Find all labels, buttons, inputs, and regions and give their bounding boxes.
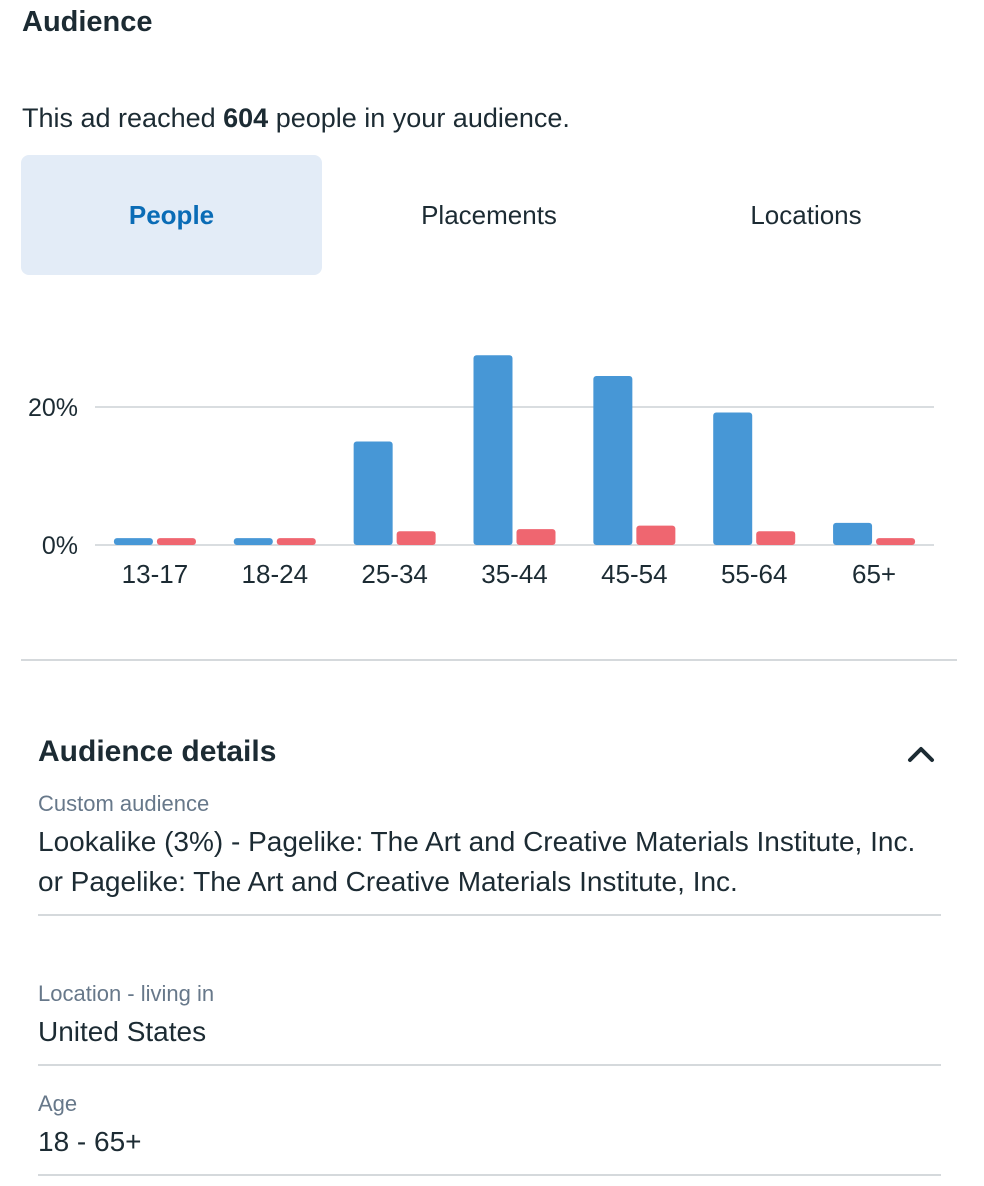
section-divider <box>21 659 957 661</box>
location-value: United States <box>38 1016 207 1047</box>
y-tick-label: 0% <box>42 532 78 560</box>
x-tick-label: 55-64 <box>721 559 788 589</box>
x-tick-label: 18-24 <box>242 559 309 589</box>
age-bar-chart: 0% 20% 13-17 18-24 25-34 35-44 45-54 55-64 65+ <box>0 300 984 610</box>
reach-prefix: This ad reached <box>22 103 224 133</box>
chevron-up-icon[interactable] <box>904 738 938 768</box>
custom-audience-value: Lookalike (3%) - Pagelike: The Art and C… <box>38 826 916 897</box>
bar-red-65+ <box>876 538 916 545</box>
bar-blue-25-34 <box>353 441 393 545</box>
custom-audience-field: Custom audience Lookalike (3%) - Pagelik… <box>38 790 941 916</box>
y-tick-label: 20% <box>28 394 78 422</box>
tab-placements[interactable]: Placements <box>421 199 557 230</box>
custom-audience-label: Custom audience <box>38 791 210 816</box>
bar-blue-65+ <box>833 522 873 545</box>
bar-red-13-17 <box>156 538 196 545</box>
bar-red-25-34 <box>396 531 436 545</box>
bar-red-35-44 <box>516 529 556 545</box>
audience-tabs: People Placements Locations <box>21 155 976 275</box>
audience-details-title: Audience details <box>38 735 277 768</box>
tab-locations[interactable]: Locations <box>750 199 862 230</box>
x-tick-label: 45-54 <box>601 559 668 589</box>
bar-red-55-64 <box>756 531 796 545</box>
reach-summary: This ad reached 604 people in your audie… <box>22 103 570 134</box>
age-label: Age <box>38 1091 78 1116</box>
age-field: Age 18 - 65+ <box>38 1090 941 1176</box>
bar-blue-18-24 <box>233 538 273 545</box>
chart-svg: 0% 20% 13-17 18-24 25-34 35-44 45-54 55-64 65+ <box>28 355 934 589</box>
tab-people[interactable]: People <box>21 155 322 275</box>
bar-blue-45-54 <box>593 375 633 545</box>
reach-suffix: people in your audience. <box>268 103 570 133</box>
bar-blue-55-64 <box>713 412 753 545</box>
location-field: Location - living in United States <box>38 980 941 1066</box>
audience-heading: Audience <box>22 6 153 38</box>
x-tick-label: 35-44 <box>481 559 548 589</box>
reach-count: 604 <box>223 103 269 133</box>
age-value: 18 - 65+ <box>38 1126 142 1157</box>
bar-blue-13-17 <box>113 538 153 545</box>
bar-red-18-24 <box>276 538 316 545</box>
x-tick-label: 13-17 <box>122 559 189 589</box>
x-tick-label: 25-34 <box>361 559 428 589</box>
bar-blue-35-44 <box>473 355 513 545</box>
x-tick-label: 65+ <box>852 559 896 589</box>
bar-red-45-54 <box>636 525 676 545</box>
location-label: Location - living in <box>38 981 215 1006</box>
